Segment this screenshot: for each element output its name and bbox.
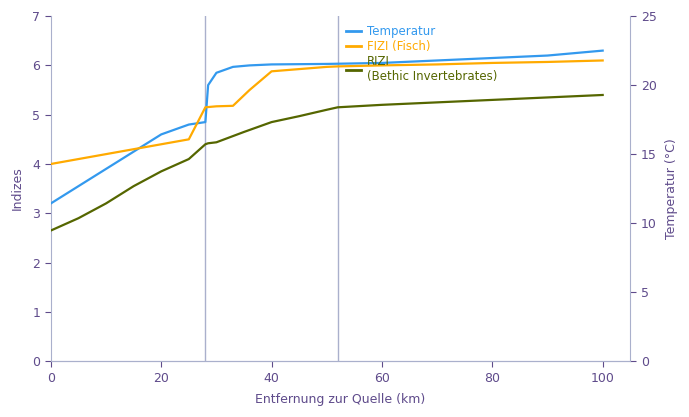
Legend: Temperatur, FIZI (Fisch), RIZI
(Bethic Invertebrates): Temperatur, FIZI (Fisch), RIZI (Bethic I… xyxy=(347,25,497,83)
Y-axis label: Indizes: Indizes xyxy=(11,167,24,211)
X-axis label: Entfernung zur Quelle (km): Entfernung zur Quelle (km) xyxy=(256,393,426,406)
Y-axis label: Temperatur (°C): Temperatur (°C) xyxy=(665,138,678,239)
